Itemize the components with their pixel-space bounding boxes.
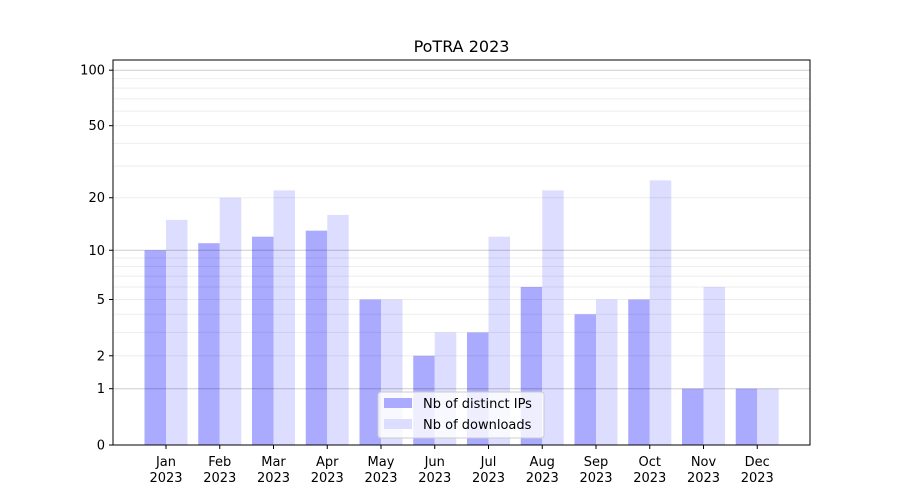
bar-downloads (596, 299, 618, 445)
legend-swatch (384, 398, 412, 408)
x-tick-label: 2023 (472, 471, 505, 486)
bar-downloads (757, 388, 779, 445)
x-tick-label: 2023 (203, 471, 236, 486)
y-tick-label: 1 (97, 382, 105, 397)
x-tick-label: 2023 (526, 471, 559, 486)
bar-ips (735, 388, 758, 445)
x-tick-label: May (368, 455, 395, 470)
x-tick-label: Aug (530, 455, 555, 470)
bar-downloads (327, 214, 349, 445)
chart-title: PoTRA 2023 (414, 37, 510, 56)
x-tick-label: 2023 (257, 471, 290, 486)
y-tick-label: 0 (97, 439, 105, 454)
legend-swatch (384, 419, 412, 429)
bar-ips (305, 230, 328, 445)
bar-downloads (703, 286, 725, 445)
legend-label: Nb of downloads (423, 418, 532, 433)
y-tick-label: 10 (88, 244, 105, 259)
x-tick-label: Mar (261, 455, 286, 470)
x-tick-label: Dec (745, 455, 770, 470)
x-tick-label: 2023 (364, 471, 397, 486)
x-tick-label: 2023 (741, 471, 774, 486)
legend-label: Nb of distinct IPs (423, 397, 532, 412)
y-tick-label: 2 (97, 349, 105, 364)
bar-ips (252, 236, 274, 445)
y-tick-label: 50 (88, 119, 105, 134)
plot-frame (112, 59, 811, 446)
x-tick-label: Jul (480, 455, 497, 470)
y-tick-label: 5 (97, 293, 105, 308)
bar-downloads (649, 180, 672, 446)
x-tick-label: Feb (208, 455, 231, 470)
bar-downloads (273, 190, 295, 445)
bar-ips (198, 243, 220, 445)
bar-downloads (166, 219, 188, 445)
legend-box (377, 391, 545, 439)
x-tick-label: Apr (316, 455, 339, 470)
x-tick-label: 2023 (633, 471, 666, 486)
x-tick-label: 2023 (149, 471, 182, 486)
bar-downloads (219, 197, 242, 445)
bar-ips (682, 388, 704, 445)
x-tick-label: 2023 (579, 471, 612, 486)
x-tick-label: 2023 (311, 471, 344, 486)
bar-ips (359, 299, 381, 445)
x-tick-label: 2023 (687, 471, 720, 486)
x-tick-label: Jun (424, 455, 445, 470)
y-tick-label: 100 (80, 64, 105, 79)
bar-ips (628, 299, 650, 445)
bar-downloads (542, 190, 564, 445)
bar-ips (574, 314, 596, 445)
x-tick-label: Jan (155, 455, 176, 470)
y-tick-label: 20 (88, 191, 105, 206)
x-tick-label: Oct (639, 455, 661, 470)
x-tick-label: Nov (691, 455, 717, 470)
bar-ips (144, 250, 166, 445)
x-tick-label: 2023 (418, 471, 451, 486)
x-tick-label: Sep (584, 455, 609, 470)
